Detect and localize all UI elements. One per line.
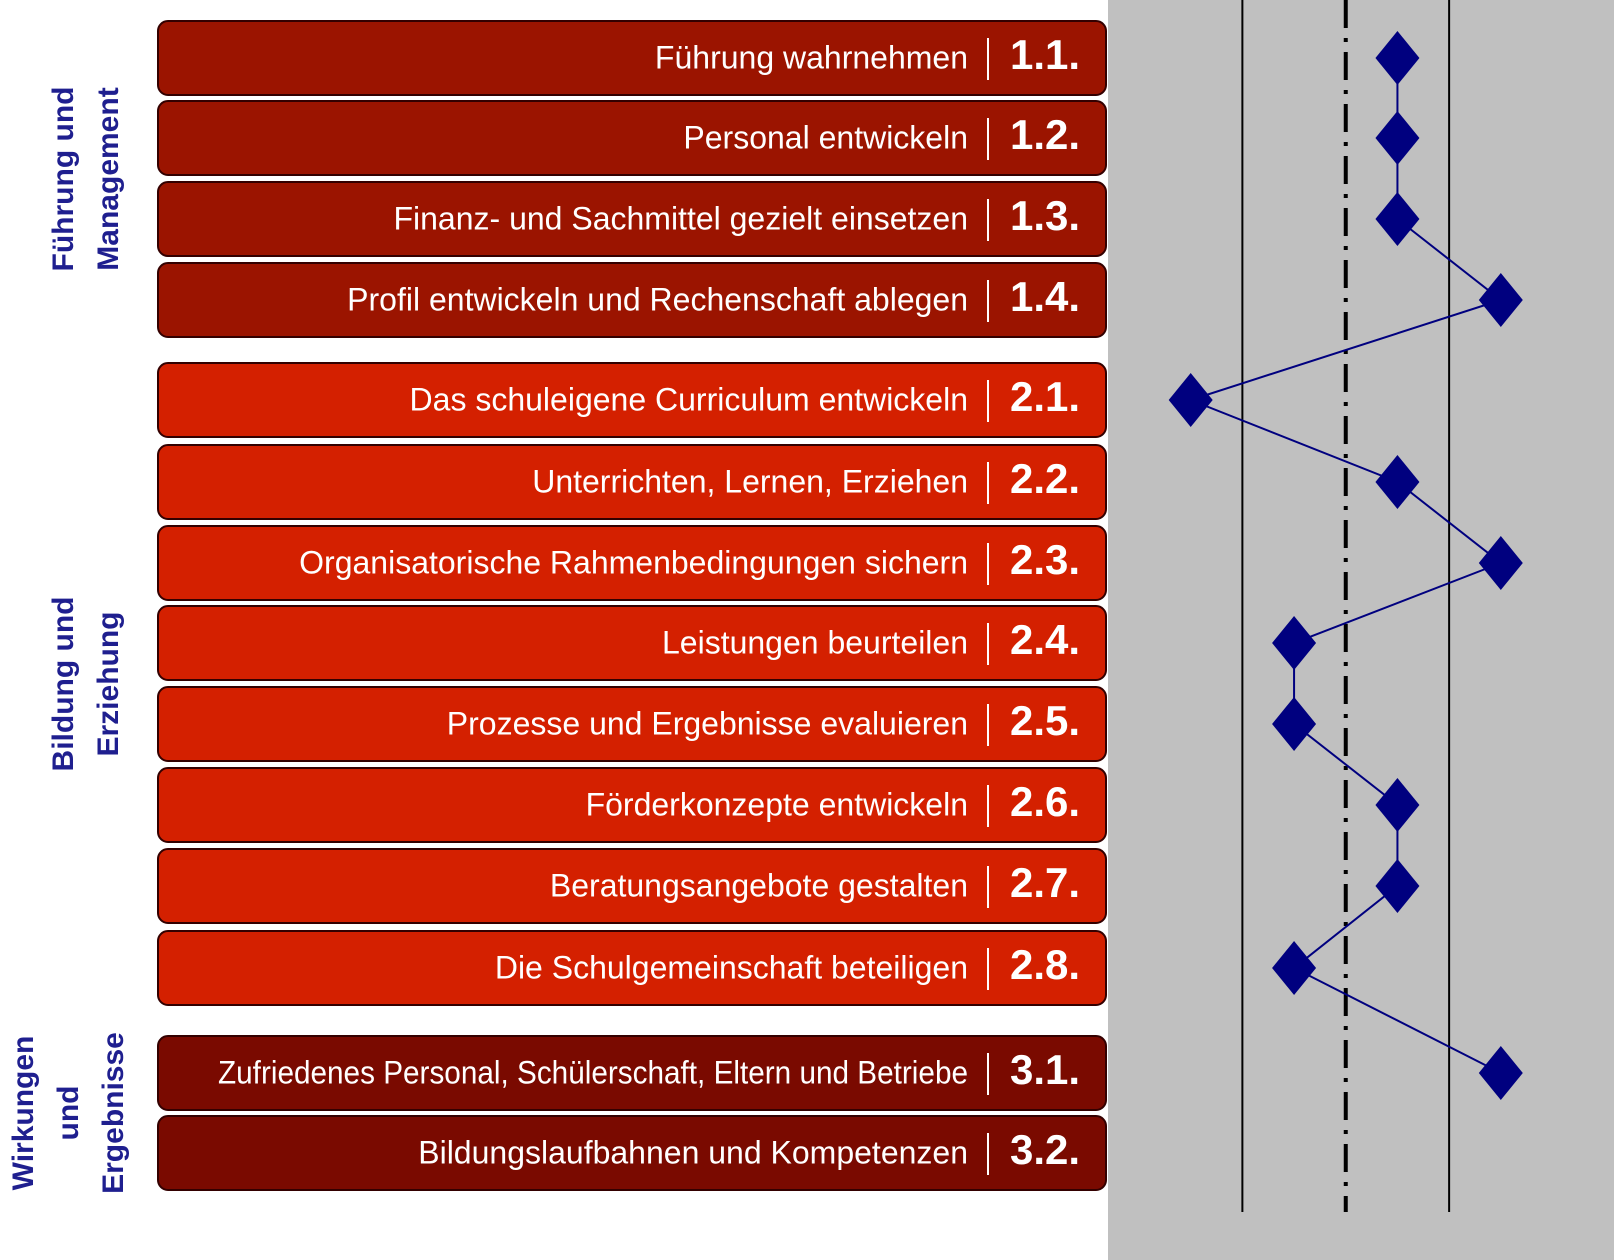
item-number: 1.2. <box>1010 111 1080 158</box>
item-box <box>157 20 1107 96</box>
item-label: Personal entwickeln <box>683 119 968 155</box>
item-box <box>157 262 1107 338</box>
item-box <box>157 848 1107 924</box>
group-title: Wirkungen <box>7 1036 40 1191</box>
item-box <box>157 525 1107 601</box>
item-number: 1.1. <box>1010 31 1080 78</box>
item-number: 3.1. <box>1010 1046 1080 1093</box>
item-label: Leistungen beurteilen <box>662 624 968 660</box>
profile-area <box>1108 0 1614 1260</box>
item-box <box>157 1035 1107 1111</box>
item-number: 2.6. <box>1010 778 1080 825</box>
marker <box>1478 1046 1523 1100</box>
item-label: Profil entwickeln und Rechenschaft ableg… <box>347 281 968 317</box>
item-label: Organisatorische Rahmenbedingungen siche… <box>299 544 968 580</box>
item-label: Die Schulgemeinschaft beteiligen <box>495 949 968 985</box>
item-number: 1.3. <box>1010 192 1080 239</box>
item-label: Zufriedenes Personal, Schülerschaft, Elt… <box>218 1054 968 1090</box>
item-number: 2.4. <box>1010 616 1080 663</box>
item-box <box>157 1115 1107 1191</box>
marker <box>1375 192 1420 246</box>
marker <box>1478 273 1523 327</box>
item-number: 2.8. <box>1010 941 1080 988</box>
marker <box>1375 31 1420 85</box>
marker <box>1375 111 1420 165</box>
item-box <box>157 362 1107 438</box>
item-number: 2.7. <box>1010 859 1080 906</box>
marker <box>1375 778 1420 832</box>
item-number: 2.5. <box>1010 697 1080 744</box>
marker <box>1478 536 1523 590</box>
item-number: 2.3. <box>1010 536 1080 583</box>
item-label: Unterrichten, Lernen, Erziehen <box>532 463 968 499</box>
item-box <box>157 100 1107 176</box>
group-title: Bildung und <box>47 597 80 772</box>
item-box <box>157 444 1107 520</box>
group-title: Ergebnisse <box>97 1032 130 1194</box>
item-label: Das schuleigene Curriculum entwickeln <box>410 381 968 417</box>
item-box <box>157 686 1107 762</box>
item-label: Prozesse und Ergebnisse evaluieren <box>447 705 968 741</box>
group-title: Management <box>92 87 125 270</box>
item-number: 3.2. <box>1010 1126 1080 1173</box>
item-label: Führung wahrnehmen <box>655 39 968 75</box>
item-number: 2.1. <box>1010 373 1080 420</box>
item-label: Finanz- und Sachmittel gezielt einsetzen <box>393 200 968 236</box>
item-box <box>157 767 1107 843</box>
item-number: 1.4. <box>1010 273 1080 320</box>
item-label: Förderkonzepte entwickeln <box>586 786 968 822</box>
item-number: 2.2. <box>1010 455 1080 502</box>
marker <box>1168 373 1213 427</box>
marker <box>1272 697 1317 751</box>
item-box <box>157 181 1107 257</box>
marker <box>1272 941 1317 995</box>
item-box <box>157 930 1107 1006</box>
item-label: Beratungsangebote gestalten <box>550 867 968 903</box>
marker <box>1375 455 1420 509</box>
marker <box>1272 616 1317 670</box>
item-label: Bildungslaufbahnen und Kompetenzen <box>418 1134 968 1170</box>
group-title: und <box>52 1086 85 1141</box>
item-box <box>157 605 1107 681</box>
marker <box>1375 859 1420 913</box>
group-title: Führung und <box>47 87 80 272</box>
group-title: Erziehung <box>92 611 125 756</box>
